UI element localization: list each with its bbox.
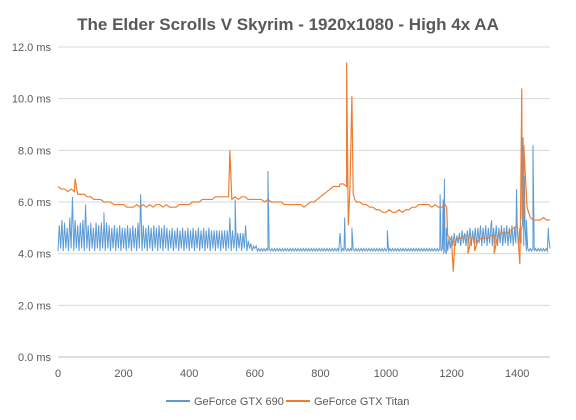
y-axis-tick-labels: 0.0 ms 2.0 ms 4.0 ms 6.0 ms 8.0 ms 10.0 ms 12.… xyxy=(12,42,52,364)
y-tick-label: 2.0 ms xyxy=(18,300,52,312)
series-lines xyxy=(57,62,551,272)
x-tick-label: 600 xyxy=(246,368,264,380)
y-tick-label: 4.0 ms xyxy=(18,249,52,261)
x-tick-label: 1000 xyxy=(374,368,398,380)
x-tick-label: 800 xyxy=(311,368,329,380)
y-tick-label: 8.0 ms xyxy=(18,145,52,157)
chart-title: The Elder Scrolls V Skyrim - 1920x1080 -… xyxy=(77,15,499,34)
x-tick-label: 1200 xyxy=(439,368,463,380)
legend-label-gtx-titan: GeForce GTX Titan xyxy=(314,396,409,408)
y-tick-label: 12.0 ms xyxy=(12,42,52,54)
legend: GeForce GTX 690 GeForce GTX Titan xyxy=(166,396,409,408)
y-tick-label: 0.0 ms xyxy=(18,352,52,364)
y-tick-label: 10.0 ms xyxy=(12,94,52,106)
series-line-geforce-gtx-titan xyxy=(57,62,550,272)
x-tick-label: 0 xyxy=(55,368,61,380)
x-tick-label: 400 xyxy=(180,368,198,380)
y-tick-label: 6.0 ms xyxy=(18,197,52,209)
x-tick-label: 200 xyxy=(114,368,132,380)
x-tick-label: 1400 xyxy=(505,368,529,380)
x-axis-tick-labels: 0 200 400 600 800 1000 1200 1400 xyxy=(55,368,530,380)
series-line-geforce-gtx-690 xyxy=(57,137,551,254)
legend-label-gtx-690: GeForce GTX 690 xyxy=(194,396,284,408)
